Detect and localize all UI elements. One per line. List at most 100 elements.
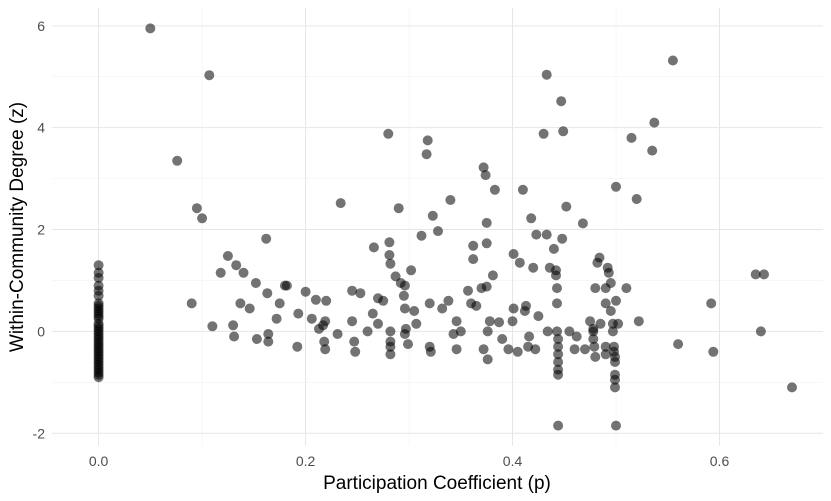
data-point: [292, 341, 303, 352]
data-point: [399, 303, 410, 314]
data-point: [368, 242, 379, 253]
data-point: [244, 303, 255, 314]
data-point: [564, 326, 575, 337]
data-point: [561, 201, 572, 212]
x-tick-label: 0.0: [89, 453, 109, 469]
data-point: [406, 265, 417, 276]
data-point: [482, 326, 493, 337]
data-point: [468, 254, 479, 265]
data-point: [556, 96, 567, 107]
data-point: [750, 269, 761, 280]
data-point: [400, 323, 411, 334]
data-point: [281, 280, 292, 291]
data-point: [494, 317, 505, 328]
data-point: [383, 128, 394, 139]
data-point: [263, 329, 274, 339]
data-point: [411, 318, 422, 329]
data-point: [186, 298, 197, 309]
data-point: [478, 344, 489, 355]
data-point: [590, 283, 601, 294]
data-point: [481, 217, 492, 228]
data-point: [399, 280, 410, 291]
data-point: [600, 349, 611, 360]
data-point: [588, 334, 599, 344]
data-point: [548, 243, 559, 254]
data-point: [445, 195, 456, 205]
data-point: [424, 298, 435, 309]
data-point: [787, 382, 797, 393]
data-point: [271, 313, 282, 324]
data-point: [611, 181, 621, 192]
data-point: [626, 132, 637, 143]
data-point: [553, 341, 564, 352]
data-point: [577, 218, 588, 229]
data-point: [320, 344, 331, 355]
data-point: [673, 339, 684, 350]
data-point: [367, 308, 378, 319]
x-tick-label: 0.2: [296, 453, 316, 469]
data-point: [421, 149, 432, 160]
data-point: [393, 203, 404, 214]
data-point: [93, 290, 104, 301]
data-point: [347, 285, 358, 296]
data-point: [706, 298, 717, 309]
data-point: [755, 326, 766, 337]
data-point: [437, 303, 448, 314]
data-point: [355, 288, 366, 299]
data-point: [647, 145, 658, 156]
data-point: [553, 357, 564, 367]
data-point: [551, 270, 561, 281]
data-point: [553, 349, 564, 360]
data-point: [588, 326, 599, 337]
data-point: [261, 233, 272, 244]
data-point: [349, 336, 360, 347]
y-axis-title: Within-Community Degree (z): [7, 102, 28, 352]
y-tick-labels: -2 0 2 4 6: [33, 18, 46, 441]
data-points: [93, 23, 797, 431]
data-point: [320, 316, 331, 327]
data-point: [262, 288, 273, 299]
x-tick-labels: 0.0 0.2 0.4 0.6: [89, 453, 730, 469]
data-point: [590, 351, 601, 362]
data-point: [553, 334, 564, 344]
data-point: [455, 326, 466, 337]
data-point: [487, 270, 498, 281]
data-point: [611, 420, 621, 431]
data-point: [451, 344, 462, 355]
data-point: [484, 316, 495, 327]
data-point: [443, 295, 454, 306]
data-point: [605, 306, 616, 316]
data-point: [611, 295, 621, 306]
data-point: [274, 298, 285, 309]
data-point: [542, 326, 553, 337]
data-point: [482, 354, 493, 365]
data-point: [552, 283, 562, 294]
data-point: [541, 229, 552, 240]
data-point: [508, 303, 519, 314]
data-point: [222, 251, 233, 261]
y-tick-label: 2: [37, 222, 45, 238]
data-point: [571, 331, 582, 342]
y-tick-label: 4: [37, 120, 45, 136]
x-tick-label: 0.6: [710, 453, 730, 469]
y-tick-label: -2: [33, 425, 46, 441]
data-point: [489, 184, 500, 195]
data-point: [238, 267, 249, 278]
data-point: [427, 210, 438, 221]
data-point: [603, 267, 614, 278]
data-point: [310, 294, 321, 305]
data-point: [531, 229, 542, 240]
data-point: [558, 126, 569, 137]
data-point: [526, 213, 537, 224]
data-point: [347, 316, 358, 327]
data-point: [595, 318, 606, 329]
data-point: [507, 316, 518, 327]
data-point: [207, 321, 218, 332]
data-point: [197, 213, 208, 224]
data-point: [594, 252, 605, 263]
data-point: [385, 349, 396, 360]
data-point: [610, 382, 620, 393]
data-point: [451, 316, 462, 327]
data-point: [607, 326, 618, 337]
